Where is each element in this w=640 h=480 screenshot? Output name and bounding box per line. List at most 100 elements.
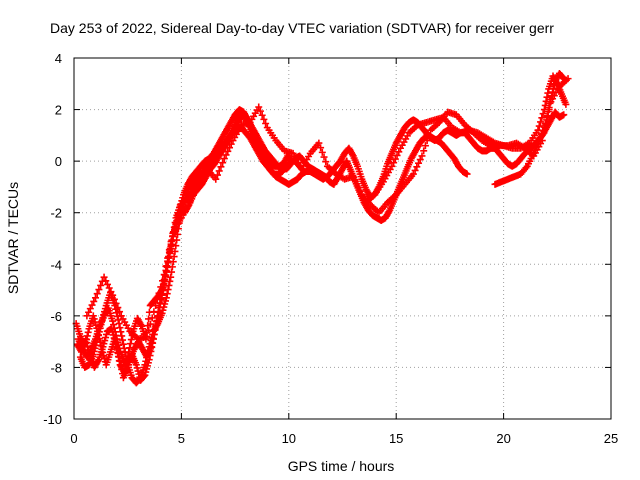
data-point	[388, 162, 396, 170]
data-point	[188, 195, 196, 203]
data-point	[112, 340, 120, 348]
data-point	[186, 198, 194, 206]
data-point	[100, 273, 108, 281]
data-point	[110, 321, 118, 329]
data-point	[416, 156, 424, 164]
data-point	[104, 280, 112, 288]
data-point	[122, 360, 130, 368]
data-point	[191, 188, 199, 196]
data-point	[95, 328, 103, 336]
data-point	[146, 320, 154, 328]
data-points	[72, 69, 572, 387]
x-axis-label: GPS time / hours	[288, 458, 395, 474]
data-point	[546, 99, 554, 107]
data-point	[536, 134, 544, 142]
data-point	[162, 294, 170, 302]
data-point	[84, 328, 92, 336]
data-point	[160, 271, 168, 279]
data-point	[123, 356, 131, 364]
data-point	[109, 317, 117, 325]
data-point	[393, 151, 401, 159]
data-point	[227, 140, 235, 148]
data-point	[543, 112, 551, 120]
data-point	[144, 346, 152, 354]
data-point	[158, 277, 166, 285]
data-series	[491, 69, 568, 188]
data-point	[548, 92, 556, 100]
data-point	[114, 353, 122, 361]
data-point	[260, 115, 268, 123]
data-point	[256, 107, 264, 115]
data-point	[421, 142, 429, 150]
data-point	[145, 326, 153, 334]
data-point	[537, 118, 545, 126]
data-point	[413, 163, 421, 171]
data-point	[117, 328, 125, 336]
data-point	[189, 191, 197, 199]
data-point	[411, 166, 419, 174]
y-tick-label: -8	[50, 360, 62, 375]
data-point	[423, 137, 431, 145]
data-point	[535, 122, 543, 130]
data-point	[174, 230, 182, 238]
x-tick-label: 10	[282, 431, 296, 446]
axis-ticks	[73, 57, 612, 420]
data-point	[224, 147, 232, 155]
data-point	[549, 88, 557, 96]
y-tick-label: -10	[43, 412, 62, 427]
y-tick-label: -2	[50, 206, 62, 221]
data-point	[153, 295, 161, 303]
data-point	[560, 111, 568, 119]
data-point	[220, 155, 228, 163]
data-point	[356, 187, 364, 195]
data-point	[142, 357, 150, 365]
data-point	[315, 139, 323, 147]
data-point	[165, 246, 173, 254]
data-point	[105, 284, 113, 292]
data-point	[85, 350, 93, 358]
data-point	[119, 336, 127, 344]
data-point	[145, 315, 153, 323]
data-point	[409, 170, 417, 178]
data-point	[143, 354, 151, 362]
data-point	[166, 277, 174, 285]
data-point	[126, 340, 134, 348]
data-point	[163, 290, 171, 298]
data-point	[538, 114, 546, 122]
data-point	[415, 159, 423, 167]
data-point	[157, 283, 165, 291]
y-axis-label: SDTVAR / TECUs	[5, 182, 21, 294]
x-tick-label: 5	[178, 431, 185, 446]
data-point	[165, 281, 173, 289]
x-tick-label: 15	[389, 431, 403, 446]
data-point	[354, 183, 362, 191]
data-point	[109, 291, 117, 299]
data-point	[255, 103, 263, 111]
y-tick-label: -6	[50, 309, 62, 324]
data-point	[156, 299, 164, 307]
data-point	[222, 151, 230, 159]
data-point	[97, 281, 105, 289]
data-point	[550, 81, 558, 89]
data-point	[113, 344, 121, 352]
data-point	[120, 369, 128, 377]
data-point	[116, 308, 124, 316]
data-point	[540, 123, 548, 131]
data-point	[141, 361, 149, 369]
data-point	[110, 295, 118, 303]
data-point	[127, 336, 135, 344]
data-point	[86, 305, 94, 313]
data-point	[167, 238, 175, 246]
data-point	[82, 335, 90, 343]
data-point	[540, 106, 548, 114]
data-point	[91, 294, 99, 302]
data-point	[90, 297, 98, 305]
data-point	[425, 131, 433, 139]
data-point	[112, 299, 120, 307]
data-point	[395, 148, 403, 156]
y-tick-label: 2	[55, 103, 62, 118]
data-point	[391, 155, 399, 163]
data-point	[317, 144, 325, 152]
